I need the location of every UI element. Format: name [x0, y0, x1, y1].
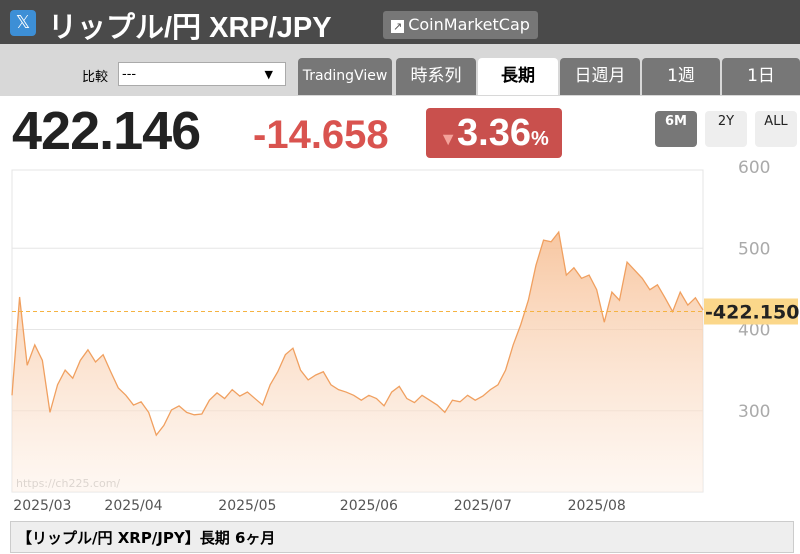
- link-icon: ↗: [391, 20, 405, 33]
- y-tick-label: 300: [738, 402, 770, 422]
- y-tick-label: 400: [738, 321, 770, 341]
- current-price-label: -422.150: [705, 302, 799, 324]
- link-button[interactable]: ↗ CoinMarketCap: [383, 11, 538, 39]
- down-arrow: ▼: [439, 129, 458, 149]
- select-value: ---: [122, 67, 137, 82]
- tab[interactable]: 1日: [722, 58, 800, 95]
- title: リップル/円 XRP/JPY: [48, 12, 332, 44]
- tab[interactable]: 日週月: [560, 58, 640, 95]
- chart: 300 400 500 600 2025/03 2025/04 2025/05 2025/06…: [11, 158, 799, 514]
- range-button[interactable]: 6M: [655, 111, 697, 147]
- change-percent: ▼3.36%: [426, 108, 562, 158]
- tab[interactable]: 長期: [478, 58, 558, 95]
- x-tick-label: 2025/03: [13, 498, 71, 514]
- price-line: [11, 230, 704, 437]
- x-icon[interactable]: 𝕏: [10, 10, 36, 36]
- footer: 【リップル/円 XRP/JPY】長期 6ヶ月: [10, 521, 794, 553]
- compare-select[interactable]: --- ▼: [118, 62, 286, 86]
- tab[interactable]: TradingView: [298, 58, 392, 95]
- range-button[interactable]: ALL: [755, 111, 797, 147]
- percent-value: 3.36: [457, 112, 531, 154]
- percent-unit: %: [531, 128, 549, 150]
- x-tick-label: 2025/08: [568, 498, 626, 514]
- price-change: -14.658: [253, 113, 389, 157]
- x-tick-label: 2025/06: [340, 498, 398, 514]
- range-button[interactable]: 2Y: [705, 111, 747, 147]
- tab[interactable]: 1週: [642, 58, 720, 95]
- x-tick-label: 2025/05: [218, 498, 276, 514]
- y-tick-label: 500: [738, 239, 770, 259]
- dropdown-arrow: ▼: [264, 68, 273, 81]
- y-tick-label: 600: [738, 158, 770, 178]
- last-price: 422.146: [12, 101, 201, 161]
- area: [12, 232, 703, 492]
- x-tick-label: 2025/07: [454, 498, 512, 514]
- link-text: CoinMarketCap: [408, 15, 530, 34]
- tab[interactable]: 時系列: [396, 58, 476, 95]
- x-tick-label: 2025/04: [104, 498, 162, 514]
- current-price-box: [704, 298, 798, 325]
- compare-label: 比較: [82, 70, 109, 85]
